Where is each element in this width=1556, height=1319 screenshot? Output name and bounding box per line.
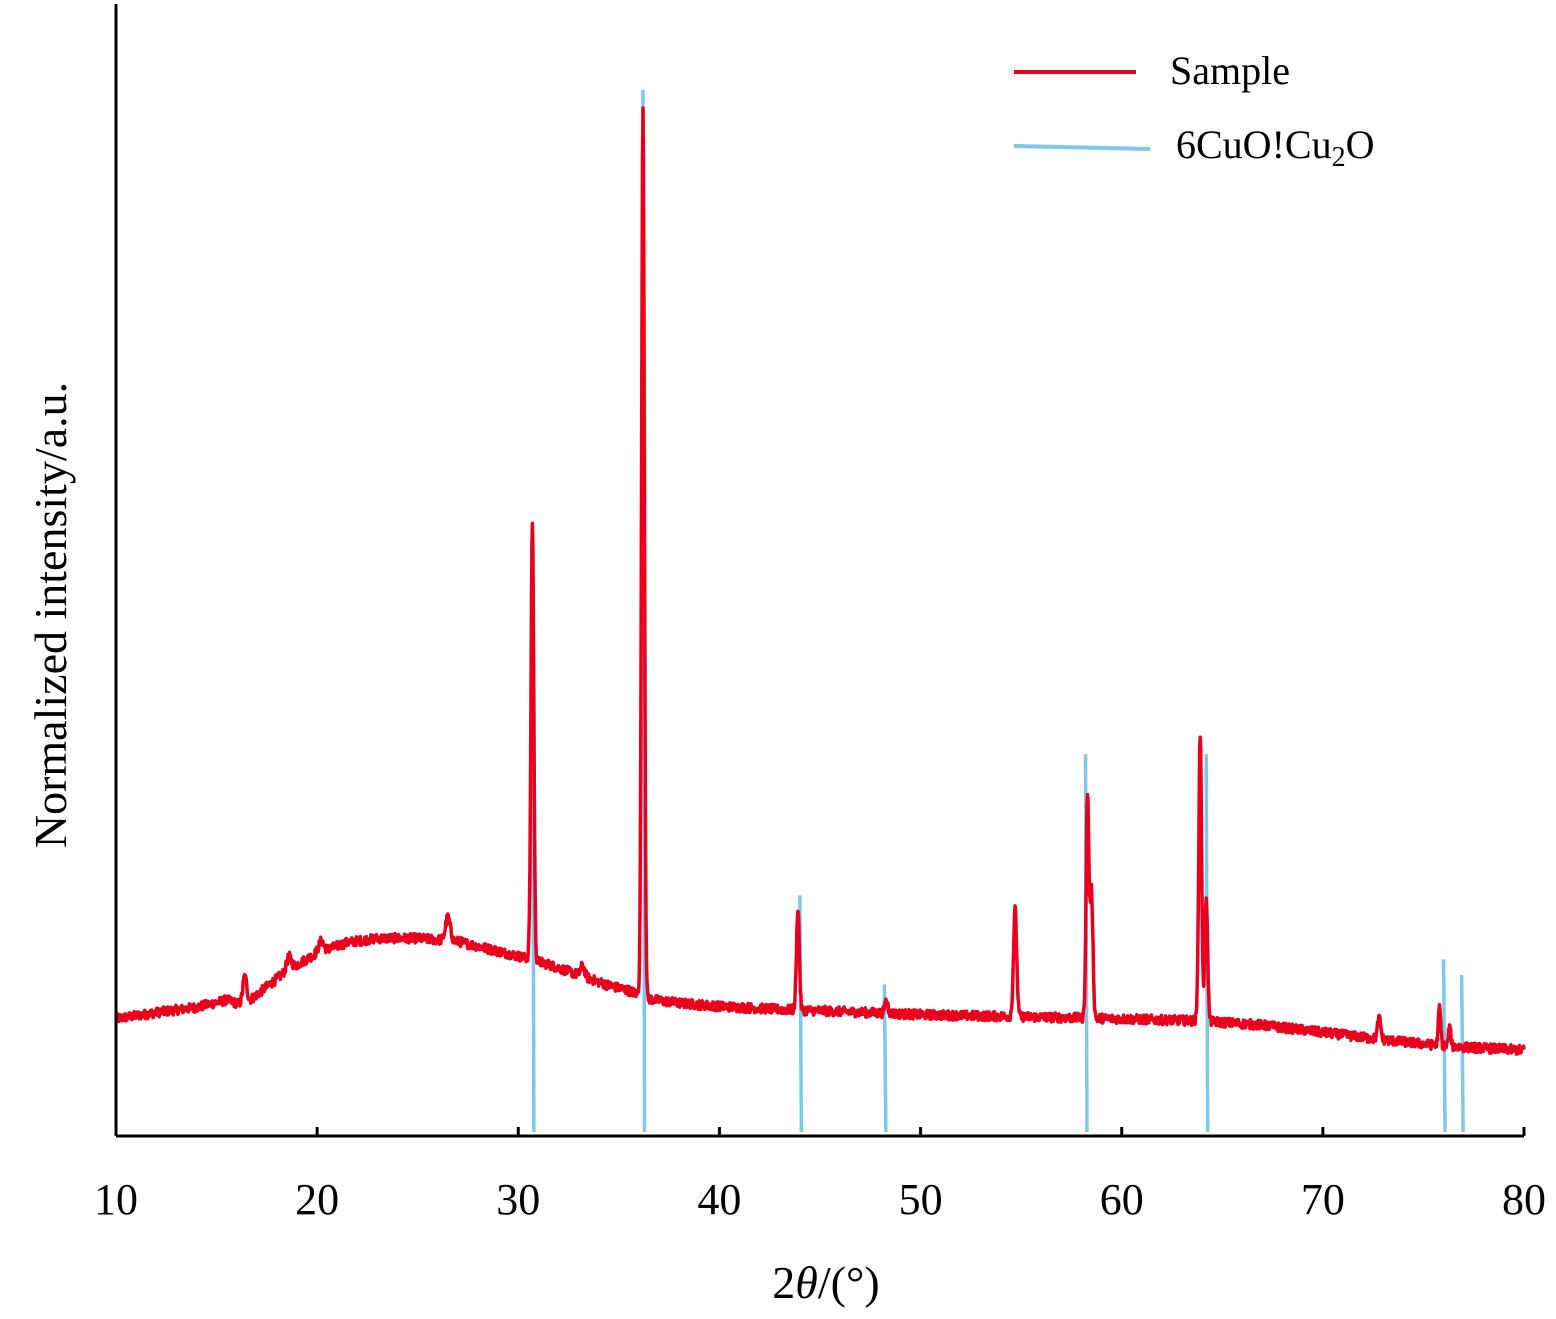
- sample-line: [114, 106, 1526, 1056]
- legend-label-reference-main: 6CuO!Cu: [1176, 122, 1332, 167]
- x-axis-title-suffix: /(°): [818, 1257, 880, 1308]
- x-tick-label: 60: [1100, 1175, 1144, 1224]
- axes: [114, 4, 1524, 1138]
- legend-label-sample: Sample: [1170, 48, 1290, 93]
- legend-swatch-reference: [1013, 144, 1151, 151]
- x-tick-label: 50: [899, 1175, 943, 1224]
- y-axis-title: Normalized intensity/a.u.: [25, 382, 76, 848]
- x-axis-title: 2θ/(°): [772, 1257, 879, 1308]
- x-tick-label: 20: [295, 1175, 339, 1224]
- legend-label-reference-sub: 2: [1332, 142, 1346, 173]
- legend-label-reference-tail: O: [1346, 122, 1375, 167]
- legend: Sample 6CuO!Cu2O: [1013, 48, 1374, 173]
- x-axis-title-symbol: θ: [795, 1257, 818, 1308]
- x-tick-label: 70: [1301, 1175, 1345, 1224]
- reference-sticks: [530, 89, 1465, 1133]
- legend-label-reference: 6CuO!Cu2O: [1176, 122, 1374, 173]
- x-ticks: 10 20 30 40 50 60 70 80: [94, 1127, 1546, 1224]
- x-tick-label: 30: [496, 1175, 540, 1224]
- reference-stick: [1459, 974, 1465, 1133]
- x-tick-label: 40: [697, 1175, 741, 1224]
- x-tick-label: 10: [94, 1175, 138, 1224]
- x-tick-label: 80: [1502, 1175, 1546, 1224]
- x-axis-title-prefix: 2: [772, 1257, 795, 1308]
